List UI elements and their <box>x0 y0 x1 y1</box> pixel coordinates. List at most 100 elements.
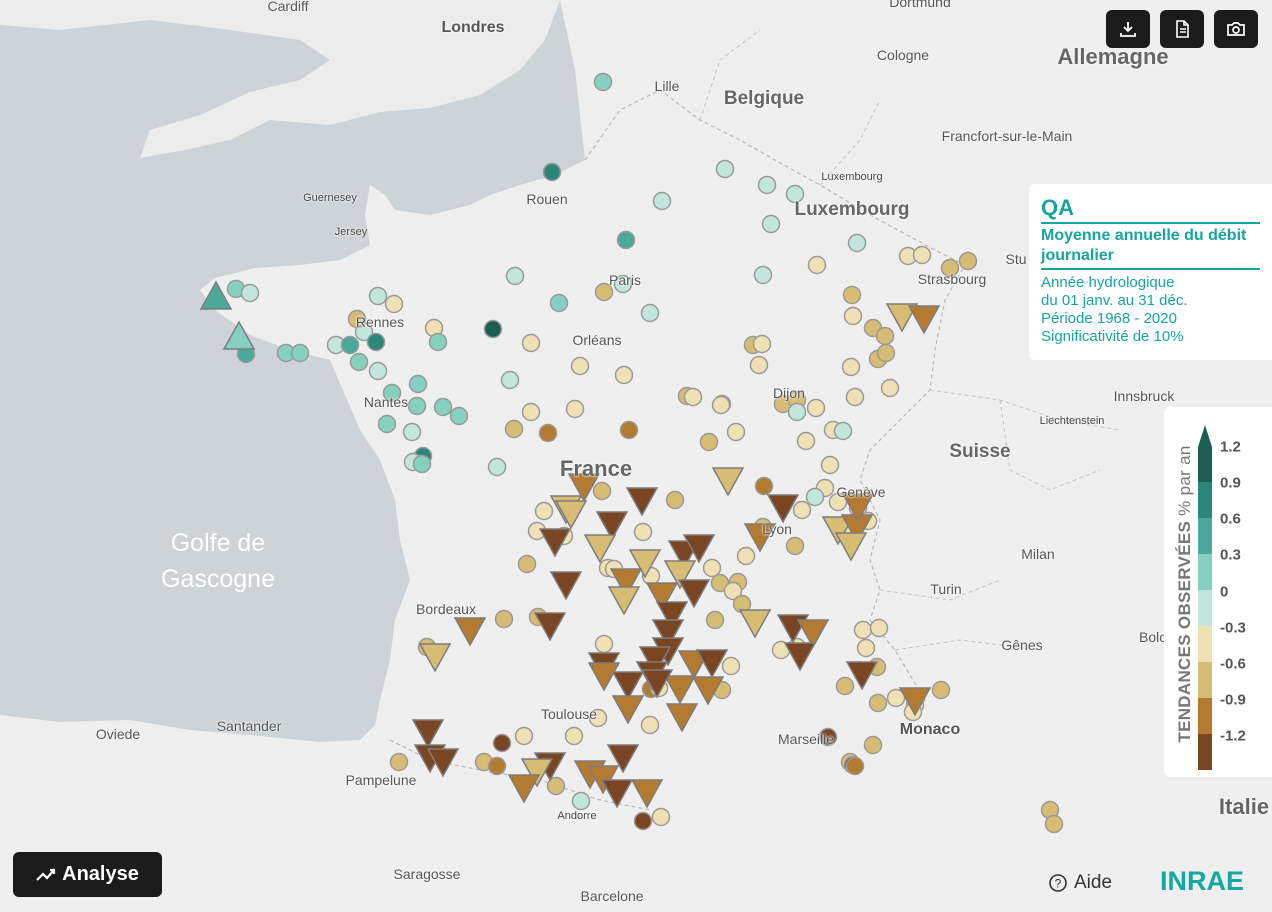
station-marker[interactable] <box>853 620 873 640</box>
station-marker[interactable] <box>349 352 369 372</box>
station-marker[interactable] <box>723 581 743 601</box>
significant-decrease-marker[interactable] <box>645 582 679 612</box>
significant-decrease-marker[interactable] <box>665 703 699 733</box>
download-button[interactable] <box>1106 10 1150 48</box>
significant-decrease-marker[interactable] <box>625 487 659 517</box>
station-marker[interactable] <box>592 481 612 501</box>
station-marker[interactable] <box>588 708 608 728</box>
camera-button[interactable] <box>1214 10 1258 48</box>
station-marker[interactable] <box>863 735 883 755</box>
station-marker[interactable] <box>847 233 867 253</box>
significant-decrease-marker[interactable] <box>743 523 777 553</box>
significant-increase-marker[interactable] <box>222 320 256 350</box>
station-marker[interactable] <box>845 387 865 407</box>
station-marker[interactable] <box>869 618 889 638</box>
station-marker[interactable] <box>785 184 805 204</box>
significant-decrease-marker[interactable] <box>841 493 875 523</box>
station-marker[interactable] <box>705 610 725 630</box>
station-marker[interactable] <box>820 455 840 475</box>
station-marker[interactable] <box>504 419 524 439</box>
aide-link[interactable]: ? Aide <box>1048 872 1112 894</box>
station-marker[interactable] <box>240 283 260 303</box>
station-marker[interactable] <box>514 726 534 746</box>
significant-decrease-marker[interactable] <box>663 560 697 590</box>
station-marker[interactable] <box>500 370 520 390</box>
station-marker[interactable] <box>487 756 507 776</box>
station-marker[interactable] <box>433 397 453 417</box>
significant-decrease-marker[interactable] <box>507 774 541 804</box>
station-marker[interactable] <box>726 422 746 442</box>
significant-decrease-marker[interactable] <box>533 612 567 642</box>
station-marker[interactable] <box>614 365 634 385</box>
station-marker[interactable] <box>875 326 895 346</box>
significant-decrease-marker[interactable] <box>898 687 932 717</box>
station-marker[interactable] <box>594 634 614 654</box>
station-marker[interactable] <box>402 422 422 442</box>
significant-decrease-marker[interactable] <box>453 617 487 647</box>
station-marker[interactable] <box>721 656 741 676</box>
station-marker[interactable] <box>749 355 769 375</box>
station-marker[interactable] <box>652 191 672 211</box>
station-marker[interactable] <box>754 476 774 496</box>
station-marker[interactable] <box>785 536 805 556</box>
station-marker[interactable] <box>958 251 978 271</box>
station-marker[interactable] <box>699 432 719 452</box>
station-marker[interactable] <box>715 159 735 179</box>
station-marker[interactable] <box>366 332 386 352</box>
station-marker[interactable] <box>492 733 512 753</box>
analyse-button[interactable]: Analyse <box>13 852 162 897</box>
station-marker[interactable] <box>796 431 816 451</box>
station-marker[interactable] <box>752 334 772 354</box>
significant-decrease-marker[interactable] <box>628 549 662 579</box>
station-marker[interactable] <box>940 258 960 278</box>
station-marker[interactable] <box>483 319 503 339</box>
significant-decrease-marker[interactable] <box>583 534 617 564</box>
station-marker[interactable] <box>835 676 855 696</box>
station-marker[interactable] <box>384 294 404 314</box>
station-marker[interactable] <box>787 402 807 422</box>
station-marker[interactable] <box>534 501 554 521</box>
station-marker[interactable] <box>368 361 388 381</box>
significant-decrease-marker[interactable] <box>411 719 445 749</box>
station-marker[interactable] <box>886 688 906 708</box>
significant-decrease-marker[interactable] <box>587 662 621 692</box>
station-marker[interactable] <box>487 457 507 477</box>
station-marker[interactable] <box>702 558 722 578</box>
station-marker[interactable] <box>564 726 584 746</box>
station-marker[interactable] <box>651 807 671 827</box>
significant-decrease-marker[interactable] <box>638 646 672 676</box>
station-marker[interactable] <box>616 230 636 250</box>
significant-decrease-marker[interactable] <box>640 669 674 699</box>
station-marker[interactable] <box>1044 814 1064 834</box>
station-marker[interactable] <box>833 421 853 441</box>
significant-decrease-marker[interactable] <box>766 494 800 524</box>
station-marker[interactable] <box>753 265 773 285</box>
station-marker[interactable] <box>842 285 862 305</box>
document-button[interactable] <box>1160 10 1204 48</box>
station-marker[interactable] <box>382 383 402 403</box>
significant-decrease-marker[interactable] <box>607 586 641 616</box>
station-marker[interactable] <box>761 214 781 234</box>
station-marker[interactable] <box>377 414 397 434</box>
significant-decrease-marker[interactable] <box>567 473 601 503</box>
station-marker[interactable] <box>407 396 427 416</box>
station-marker[interactable] <box>368 286 388 306</box>
significant-decrease-marker[interactable] <box>655 601 689 631</box>
station-marker[interactable] <box>856 638 876 658</box>
significant-decrease-marker[interactable] <box>549 571 583 601</box>
station-marker[interactable] <box>843 306 863 326</box>
significant-decrease-marker[interactable] <box>611 695 645 725</box>
station-marker[interactable] <box>412 454 432 474</box>
station-marker[interactable] <box>841 357 861 377</box>
station-marker[interactable] <box>347 309 367 329</box>
significant-decrease-marker[interactable] <box>695 649 729 679</box>
inrae-logo[interactable]: INRAE <box>1160 866 1245 896</box>
significant-decrease-marker[interactable] <box>600 779 634 809</box>
station-marker[interactable] <box>845 756 865 776</box>
station-marker[interactable] <box>428 332 448 352</box>
station-marker[interactable] <box>912 245 932 265</box>
significant-decrease-marker[interactable] <box>821 516 855 546</box>
station-marker[interactable] <box>807 255 827 275</box>
station-marker[interactable] <box>449 406 469 426</box>
